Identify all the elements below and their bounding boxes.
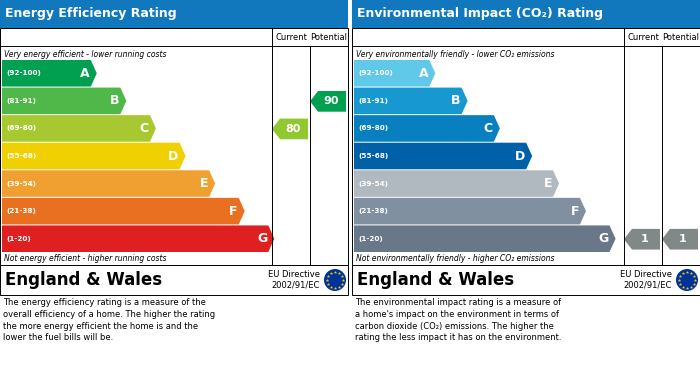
Text: Not energy efficient - higher running costs: Not energy efficient - higher running co… (4, 254, 167, 263)
Text: Very energy efficient - lower running costs: Very energy efficient - lower running co… (4, 50, 167, 59)
Polygon shape (624, 229, 660, 249)
Polygon shape (354, 170, 559, 197)
Text: (1-20): (1-20) (358, 236, 383, 242)
Text: G: G (257, 232, 267, 245)
Bar (0, 0, 348, 28)
Text: 1: 1 (679, 234, 687, 244)
Bar (352, 0, 700, 28)
Polygon shape (272, 118, 308, 139)
Text: Environmental Impact (CO₂) Rating: Environmental Impact (CO₂) Rating (357, 7, 603, 20)
Text: The energy efficiency rating is a measure of the
overall efficiency of a home. T: The energy efficiency rating is a measur… (3, 298, 215, 343)
Polygon shape (2, 115, 156, 142)
Polygon shape (354, 143, 532, 169)
Text: Energy Efficiency Rating: Energy Efficiency Rating (5, 7, 176, 20)
Polygon shape (2, 198, 245, 224)
Text: 90: 90 (323, 96, 339, 106)
Circle shape (676, 269, 698, 291)
Polygon shape (310, 91, 346, 112)
Text: (55-68): (55-68) (6, 153, 36, 159)
Circle shape (324, 269, 346, 291)
Polygon shape (354, 198, 586, 224)
Text: E: E (544, 177, 552, 190)
Text: Very environmentally friendly - lower CO₂ emissions: Very environmentally friendly - lower CO… (356, 50, 554, 59)
Text: England & Wales: England & Wales (5, 271, 162, 289)
Text: (39-54): (39-54) (6, 181, 36, 187)
Text: (69-80): (69-80) (358, 126, 388, 131)
Polygon shape (2, 60, 97, 86)
Text: E: E (199, 177, 208, 190)
Text: Potential: Potential (311, 32, 347, 41)
Text: Current: Current (275, 32, 307, 41)
Text: D: D (168, 149, 178, 163)
Text: Current: Current (627, 32, 659, 41)
Text: (21-38): (21-38) (6, 208, 36, 214)
Bar (0, 28, 348, 265)
Text: (81-91): (81-91) (358, 98, 388, 104)
Text: EU Directive
2002/91/EC: EU Directive 2002/91/EC (268, 270, 320, 290)
Text: F: F (570, 204, 579, 218)
Text: Not environmentally friendly - higher CO₂ emissions: Not environmentally friendly - higher CO… (356, 254, 554, 263)
Text: EU Directive
2002/91/EC: EU Directive 2002/91/EC (620, 270, 672, 290)
Polygon shape (354, 115, 500, 142)
Text: (69-80): (69-80) (6, 126, 36, 131)
Polygon shape (2, 226, 274, 252)
Text: Potential: Potential (662, 32, 699, 41)
Polygon shape (662, 229, 698, 249)
Text: A: A (80, 67, 90, 80)
Text: G: G (598, 232, 608, 245)
Text: (39-54): (39-54) (358, 181, 388, 187)
Text: C: C (484, 122, 493, 135)
Text: (1-20): (1-20) (6, 236, 31, 242)
Text: 80: 80 (286, 124, 301, 134)
Text: (21-38): (21-38) (358, 208, 388, 214)
Polygon shape (354, 226, 615, 252)
Text: B: B (451, 94, 461, 108)
Text: (92-100): (92-100) (358, 70, 393, 76)
Text: F: F (229, 204, 238, 218)
Polygon shape (354, 60, 435, 86)
Text: England & Wales: England & Wales (357, 271, 514, 289)
Text: (81-91): (81-91) (6, 98, 36, 104)
Text: A: A (419, 67, 428, 80)
Polygon shape (2, 143, 186, 169)
Text: (55-68): (55-68) (358, 153, 388, 159)
Text: (92-100): (92-100) (6, 70, 41, 76)
Text: C: C (140, 122, 149, 135)
Polygon shape (2, 88, 127, 114)
Text: 1: 1 (641, 234, 649, 244)
Text: B: B (110, 94, 120, 108)
Text: D: D (515, 149, 525, 163)
Polygon shape (2, 170, 215, 197)
Polygon shape (354, 88, 468, 114)
Bar (352, 265, 700, 295)
Bar (352, 28, 700, 265)
Bar (0, 265, 348, 295)
Text: The environmental impact rating is a measure of
a home's impact on the environme: The environmental impact rating is a mea… (355, 298, 561, 343)
